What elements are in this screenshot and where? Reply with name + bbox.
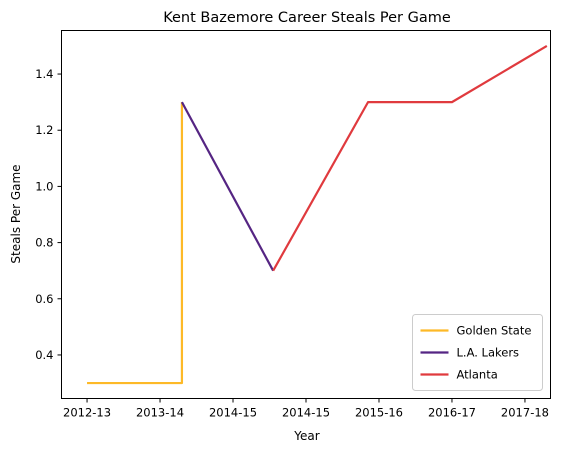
series-line-atlanta [272,45,548,272]
y-axis: 0.4 0.6 0.8 1.0 1.2 1.4 [35,67,62,362]
x-tick-label: 2015-16 [355,406,403,420]
legend-label-atlanta: Atlanta [457,368,498,382]
x-tick-label: 2016-17 [428,406,476,420]
y-tick-label: 1.4 [35,67,53,81]
y-tick-label: 0.6 [35,292,53,306]
x-tick-label: 2014-15 [209,406,257,420]
legend-box [412,314,543,391]
x-tick-label: 2014-15 [282,406,330,420]
y-axis-label: Steals Per Game [9,164,23,263]
y-tick-label: 0.4 [35,348,53,362]
legend-label-l-a-lakers: L.A. Lakers [457,346,520,360]
series-line-golden-state [87,102,184,385]
series-line-l-a-lakers [180,101,275,272]
y-tick-label: 0.8 [35,236,53,250]
x-tick-label: 2013-14 [136,406,184,420]
legend: Golden State L.A. Lakers Atlanta [412,314,543,391]
plot-lines [87,45,548,385]
y-tick-label: 1.0 [35,179,53,193]
x-tick-label: 2017-18 [501,406,549,420]
legend-label-golden-state: Golden State [457,324,532,338]
y-tick-label: 1.2 [35,123,53,137]
chart-title: Kent Bazemore Career Steals Per Game [163,10,451,26]
x-axis: 2012-13 2013-14 2014-15 2014-15 2015-16 2016-… [63,398,549,420]
x-tick-label: 2012-13 [63,406,111,420]
x-axis-label: Year [293,429,319,443]
